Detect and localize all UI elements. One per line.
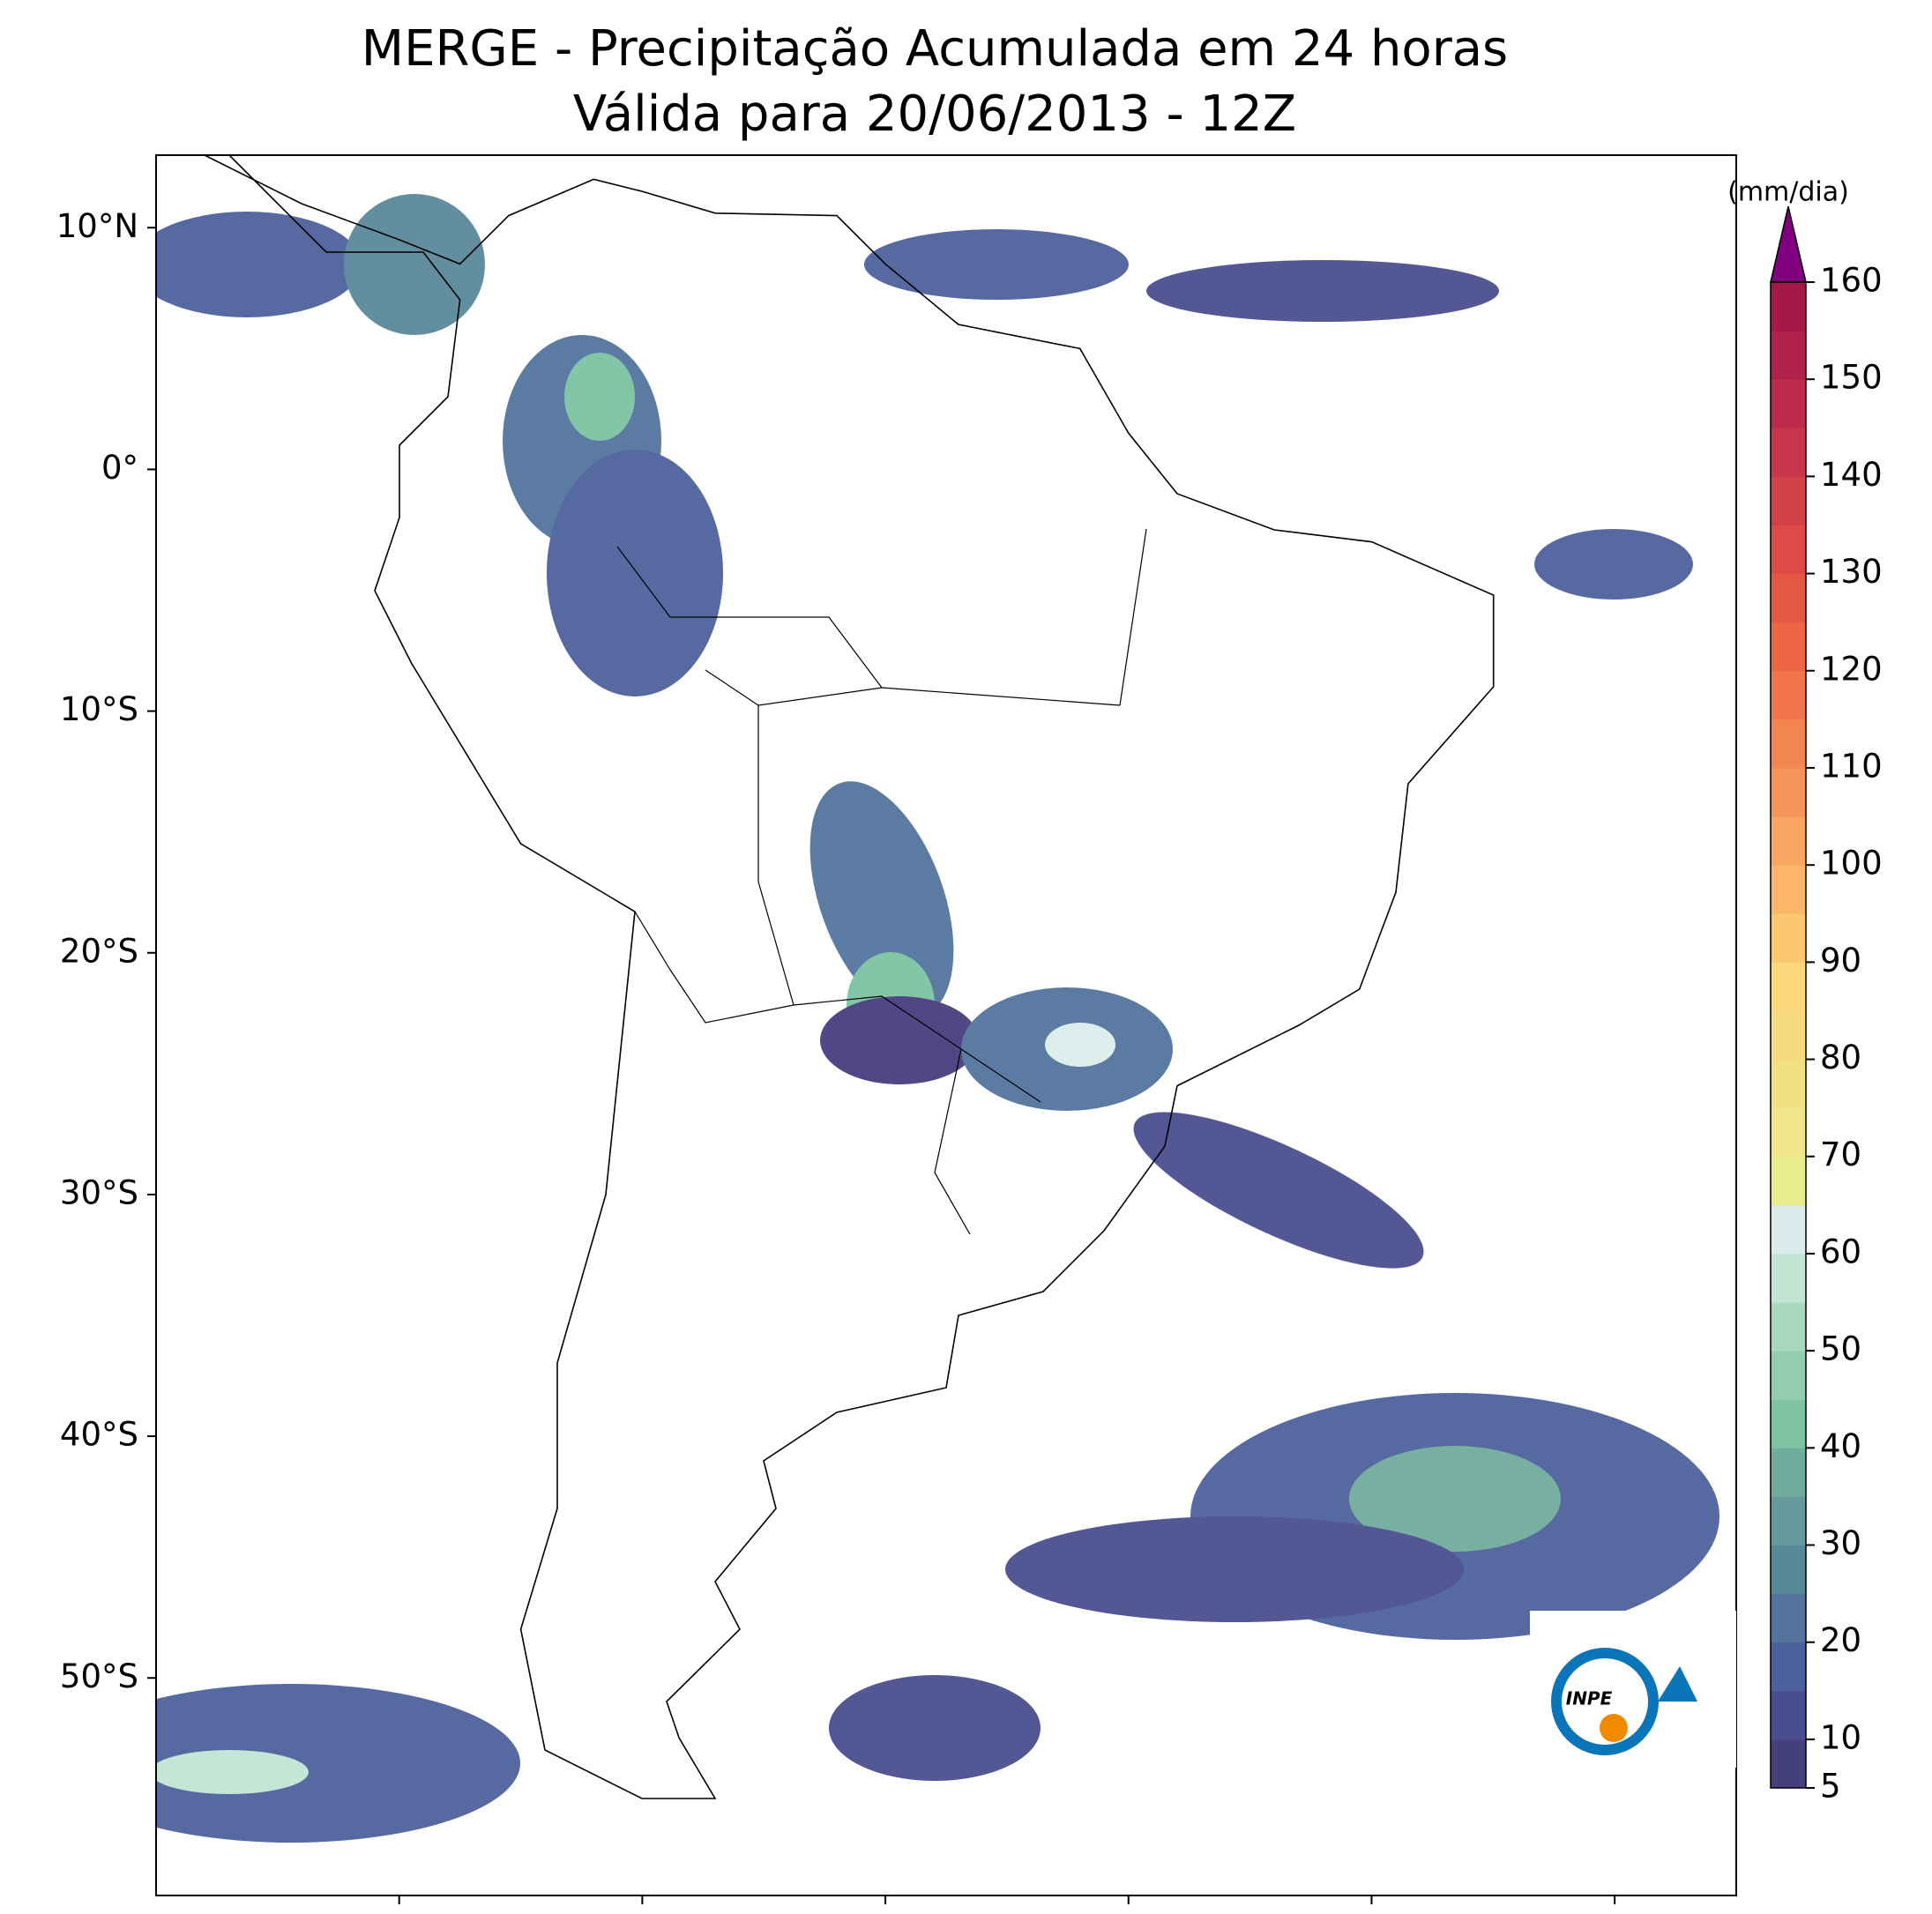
- y-tick-label: 10°S: [60, 690, 138, 728]
- colorbar-segment: [1771, 1107, 1806, 1158]
- colorbar-tick-label: 50: [1820, 1330, 1861, 1368]
- colorbar-tick-label: 140: [1820, 456, 1883, 494]
- colorbar-segment: [1771, 865, 1806, 914]
- colorbar-tick-label: 60: [1820, 1233, 1861, 1270]
- colorbar-tick-label: 70: [1820, 1136, 1861, 1173]
- colorbar-segment: [1771, 1739, 1806, 1789]
- subtitle: Válida para 20/06/2013 - 12Z: [573, 86, 1296, 143]
- colorbar-tick-label: 5: [1820, 1768, 1841, 1806]
- colorbar-tick-label: 80: [1820, 1039, 1861, 1076]
- y-tick-label: 20°S: [60, 932, 138, 970]
- colorbar-segment: [1771, 525, 1806, 575]
- continent-outline: [204, 155, 1495, 1799]
- border-lines: [616, 528, 1147, 1235]
- colorbar-segment: [1771, 1593, 1806, 1643]
- colorbar-segment: [1771, 379, 1806, 428]
- colorbar-segment: [1771, 913, 1806, 963]
- colorbar-segment: [1771, 719, 1806, 769]
- colorbar-segment: [1771, 1156, 1806, 1206]
- colorbar-extension: [1770, 205, 1807, 283]
- colorbar-tick-label: 30: [1820, 1524, 1861, 1562]
- colorbar-segment: [1771, 1351, 1806, 1400]
- colorbar-tick-label: 10: [1820, 1718, 1861, 1756]
- colorbar-tick-label: 90: [1820, 942, 1861, 979]
- colorbar-segment: [1771, 622, 1806, 672]
- colorbar-tick-label: 110: [1820, 747, 1883, 785]
- colorbar-tick-label: 20: [1820, 1621, 1861, 1659]
- logo-text: INPE: [1566, 1688, 1613, 1709]
- colorbar-tick-label: 130: [1820, 553, 1883, 591]
- colorbar-segment: [1771, 767, 1806, 817]
- colorbar-segment: [1771, 428, 1806, 477]
- y-tick-label: 50°S: [60, 1657, 138, 1695]
- colorbar-segment: [1771, 1010, 1806, 1061]
- logo: INPE: [1530, 1611, 1736, 1768]
- map-frame: [155, 154, 1737, 1896]
- colorbar-unit: (mm/dia): [1727, 177, 1849, 208]
- colorbar-segment: [1771, 1496, 1806, 1546]
- y-tick-label: 40°S: [60, 1416, 138, 1454]
- colorbar-segment: [1771, 573, 1806, 623]
- colorbar-segment: [1771, 1302, 1806, 1352]
- colorbar-segment: [1771, 1204, 1806, 1255]
- colorbar-segment: [1771, 1545, 1806, 1595]
- colorbar-segment: [1771, 962, 1806, 1011]
- colorbar-segment: [1771, 282, 1806, 331]
- colorbar-segment: [1771, 1642, 1806, 1692]
- colorbar-segment: [1771, 1399, 1806, 1449]
- colorbar-tick-label: 150: [1820, 359, 1883, 397]
- colorbar-segment: [1771, 1448, 1806, 1497]
- colorbar-frame: [1770, 281, 1807, 1789]
- y-tick-label: 10°N: [56, 207, 138, 245]
- colorbar-segment: [1771, 670, 1806, 720]
- colorbar-tick-label: 160: [1820, 262, 1883, 300]
- precipitation: [156, 194, 1719, 1843]
- colorbar-segment: [1771, 816, 1806, 866]
- colorbar-tick-label: 100: [1820, 845, 1883, 883]
- y-tick-label: 0°: [101, 449, 138, 487]
- title: MERGE - Precipitação Acumulada em 24 hor…: [362, 20, 1508, 78]
- colorbar-segment: [1771, 1690, 1806, 1740]
- map-area: [156, 155, 1719, 1843]
- colorbar-segment: [1771, 476, 1806, 525]
- colorbar-segment: [1771, 1059, 1806, 1109]
- colorbar-tick-label: 120: [1820, 650, 1883, 688]
- colorbar-segment: [1771, 331, 1806, 380]
- colorbar-segment: [1771, 1253, 1806, 1303]
- y-tick-label: 30°S: [60, 1173, 138, 1211]
- colorbar-tick-label: 40: [1820, 1427, 1861, 1465]
